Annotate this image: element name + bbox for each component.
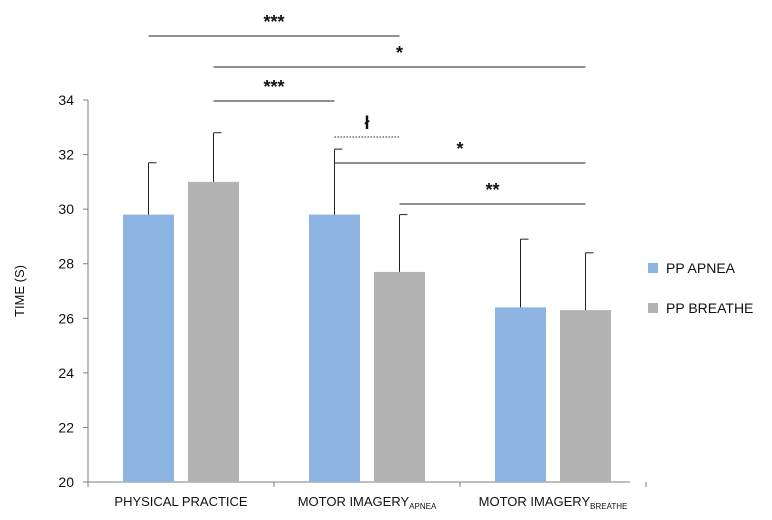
y-tick-label: 20 — [58, 474, 74, 490]
significance-label: * — [456, 139, 463, 159]
category-label: MOTOR IMAGERYAPNEA — [298, 494, 437, 511]
significance-label: ł — [364, 113, 369, 133]
legend: PP APNEA PP BREATHE — [648, 260, 753, 316]
y-tick-label: 28 — [58, 256, 74, 272]
category-label: MOTOR IMAGERYBREATHE — [479, 494, 628, 511]
y-tick-label: 34 — [58, 92, 74, 108]
category-label: PHYSICAL PRACTICE — [114, 494, 247, 509]
y-tick-label: 22 — [58, 419, 74, 435]
error-bars — [148, 132, 594, 311]
significance-label: * — [396, 43, 403, 63]
bar — [123, 214, 174, 482]
legend-label: PP APNEA — [666, 260, 736, 276]
y-tick-label: 26 — [58, 310, 74, 326]
legend-label: PP BREATHE — [666, 300, 753, 316]
y-tick-label: 24 — [58, 365, 74, 381]
significance-label: *** — [263, 12, 284, 32]
legend-swatch — [648, 303, 658, 313]
bar — [374, 271, 425, 482]
bar — [495, 307, 546, 482]
y-tick-label: 32 — [58, 147, 74, 163]
bar — [188, 181, 239, 482]
bar — [309, 214, 360, 482]
significance-brackets: *******ł*** — [148, 12, 586, 205]
significance-label: *** — [263, 77, 284, 97]
y-axis-title: TIME (S) — [12, 265, 27, 317]
y-tick-label: 30 — [58, 201, 74, 217]
axes: 20 22 24 26 28 30 32 34 PHYSICAL PRACTICE MOTOR I… — [12, 92, 647, 511]
legend-swatch — [648, 263, 658, 273]
significance-label: ** — [485, 180, 499, 200]
bar — [560, 310, 611, 482]
bars — [123, 181, 611, 482]
